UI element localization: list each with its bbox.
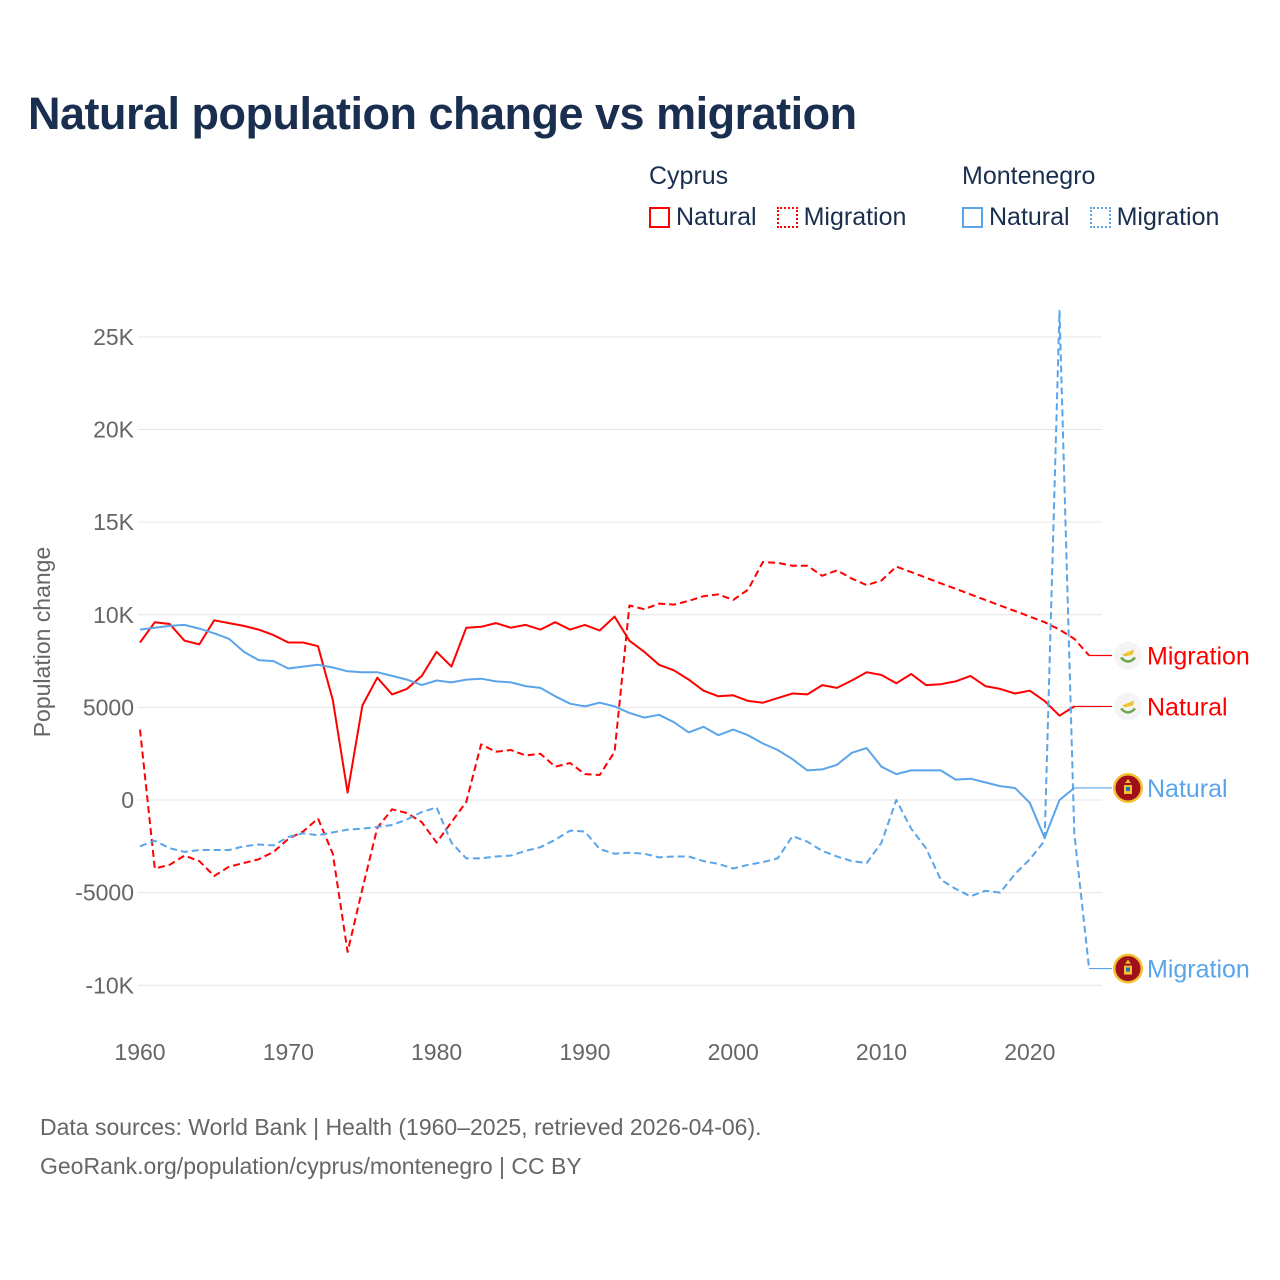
- cyprus-island-icon: [1122, 649, 1134, 657]
- montenegro-migration-end-label: Migration: [1089, 953, 1250, 984]
- x-tick-label: 2020: [1004, 1039, 1055, 1065]
- shield-icon: [1126, 786, 1130, 791]
- data-source-note: Data sources: World Bank | Health (1960–…: [40, 1114, 762, 1140]
- x-tick-label: 1970: [263, 1039, 314, 1065]
- montenegro-natural-end-label: Natural: [1074, 772, 1228, 803]
- legend-item-cyprus-migration[interactable]: Migration: [776, 203, 907, 232]
- solid-swatch-icon: [962, 207, 983, 228]
- y-tick-label: 5000: [83, 694, 134, 720]
- olive-branch-icon: [1120, 707, 1136, 714]
- montenegro-natural-line: [139, 623, 1075, 839]
- cyprus-natural-end-label: Natural: [1074, 692, 1228, 721]
- legend-label: Migration: [803, 203, 907, 231]
- legend-item-montenegro-migration[interactable]: Migration: [1089, 203, 1220, 232]
- x-tick-label: 2000: [708, 1039, 759, 1065]
- series-end-label: Migration: [1147, 643, 1250, 671]
- montenegro-migration-line: [139, 309, 1091, 969]
- x-tick-label: 2010: [856, 1039, 907, 1065]
- cyprus-island-icon: [1122, 700, 1134, 708]
- y-tick-label: 25K: [93, 324, 135, 350]
- x-tick-label: 1980: [411, 1039, 462, 1065]
- crown-icon: [1125, 778, 1131, 783]
- shield-icon: [1126, 967, 1130, 972]
- y-tick-label: -5000: [75, 880, 134, 906]
- series-end-label: Natural: [1147, 775, 1228, 803]
- dotted-swatch-icon: [1089, 207, 1111, 228]
- legend-group-montenegro: Montenegro Natural Migration: [962, 162, 1219, 232]
- x-tick-label: 1990: [559, 1039, 610, 1065]
- legend-group-label: Montenegro: [962, 162, 1096, 190]
- legend-label: Natural: [989, 203, 1070, 231]
- y-tick-label: 10K: [93, 602, 135, 628]
- y-axis-title: Population change: [29, 547, 55, 738]
- footer: Data sources: World Bank | Health (1960–…: [40, 1108, 762, 1186]
- series-end-label: Natural: [1147, 693, 1228, 721]
- y-tick-label: 20K: [93, 417, 135, 443]
- series-end-label: Migration: [1147, 956, 1250, 984]
- dotted-swatch-icon: [776, 207, 798, 228]
- y-tick-label: 0: [121, 787, 134, 813]
- chart-title: Natural population change vs migration: [28, 88, 857, 139]
- y-tick-label: -10K: [85, 972, 134, 998]
- x-tick-label: 1960: [114, 1039, 165, 1065]
- solid-swatch-icon: [649, 207, 670, 228]
- attribution-link[interactable]: GeoRank.org/population/cyprus/montenegro…: [40, 1153, 582, 1179]
- y-tick-label: 15K: [93, 509, 135, 535]
- legend-item-montenegro-natural[interactable]: Natural: [962, 203, 1070, 232]
- legend-group-cyprus: Cyprus Natural Migration: [649, 162, 906, 232]
- cyprus-natural-line: [139, 615, 1075, 794]
- cyprus-migration-line: [139, 561, 1090, 953]
- cyprus-migration-end-label: Migration: [1089, 641, 1250, 671]
- legend-label: Migration: [1116, 203, 1220, 231]
- legend-item-cyprus-natural[interactable]: Natural: [649, 203, 757, 232]
- crown-icon: [1125, 959, 1131, 964]
- legend-group-label: Cyprus: [649, 162, 729, 190]
- legend-label: Natural: [676, 203, 757, 231]
- olive-branch-icon: [1120, 656, 1136, 663]
